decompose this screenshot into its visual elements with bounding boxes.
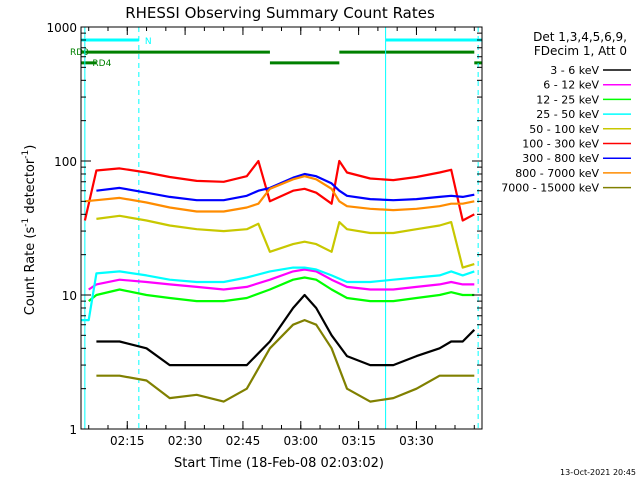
status-bar-label: RD0 xyxy=(70,48,89,58)
footer-timestamp: 13-Oct-2021 20:45 xyxy=(560,468,636,477)
status-bar-label: RD4 xyxy=(92,59,111,69)
series-line xyxy=(96,319,475,403)
legend-entry-label: 3 - 6 keV xyxy=(550,64,599,77)
y-axis-label: Count Rate (s-1 detector-1) xyxy=(21,145,38,316)
chart-title: RHESSI Observing Summary Count Rates xyxy=(125,4,435,22)
legend-header-line-2: FDecim 1, Att 0 xyxy=(534,44,627,58)
x-axis-label: Start Time (18-Feb-08 02:03:02) xyxy=(174,456,384,471)
y-tick-label: 1 xyxy=(69,423,77,437)
legend-entry-label: 100 - 300 keV xyxy=(522,138,599,151)
x-tick-label: 03:15 xyxy=(341,434,376,448)
x-tick-label: 02:15 xyxy=(110,434,145,448)
x-axis-ticks: 02:15 02:30 02:45 03:00 03:15 03:30 xyxy=(88,27,475,448)
legend-entry-label: 12 - 25 keV xyxy=(536,93,599,106)
series-line xyxy=(96,172,475,202)
x-tick-label: 03:30 xyxy=(399,434,434,448)
series-line xyxy=(83,159,475,222)
series-line xyxy=(96,214,475,269)
x-tick-label: 02:45 xyxy=(226,434,261,448)
legend-entry-label: 300 - 800 keV xyxy=(522,152,599,165)
legend-entry-label: 25 - 50 keV xyxy=(536,108,599,121)
y-tick-label: 100 xyxy=(54,155,77,169)
y-axis-ticks: 1 10 100 1000 xyxy=(46,21,482,437)
legend-entry-label: 7000 - 15000 keV xyxy=(501,182,599,195)
legend-header-line-1: Det 1,3,4,5,6,9, xyxy=(533,30,627,44)
status-bar-label: N xyxy=(145,37,152,47)
legend: Det 1,3,4,5,6,9, FDecim 1, Att 0 3 - 6 k… xyxy=(501,30,631,195)
x-tick-label: 03:00 xyxy=(283,434,318,448)
series-line xyxy=(88,268,475,291)
series-line xyxy=(96,293,476,367)
y-tick-label: 10 xyxy=(62,289,77,303)
vertical-markers xyxy=(84,27,479,429)
series-line xyxy=(84,175,475,213)
series-line xyxy=(88,276,475,303)
legend-entry-label: 800 - 7000 keV xyxy=(515,167,599,180)
series-line xyxy=(81,266,475,322)
legend-entry-label: 50 - 100 keV xyxy=(529,123,599,136)
x-tick-label: 02:30 xyxy=(168,434,203,448)
series-lines xyxy=(81,159,476,403)
legend-entry-label: 6 - 12 keV xyxy=(543,79,599,92)
y-tick-label: 1000 xyxy=(46,21,77,35)
